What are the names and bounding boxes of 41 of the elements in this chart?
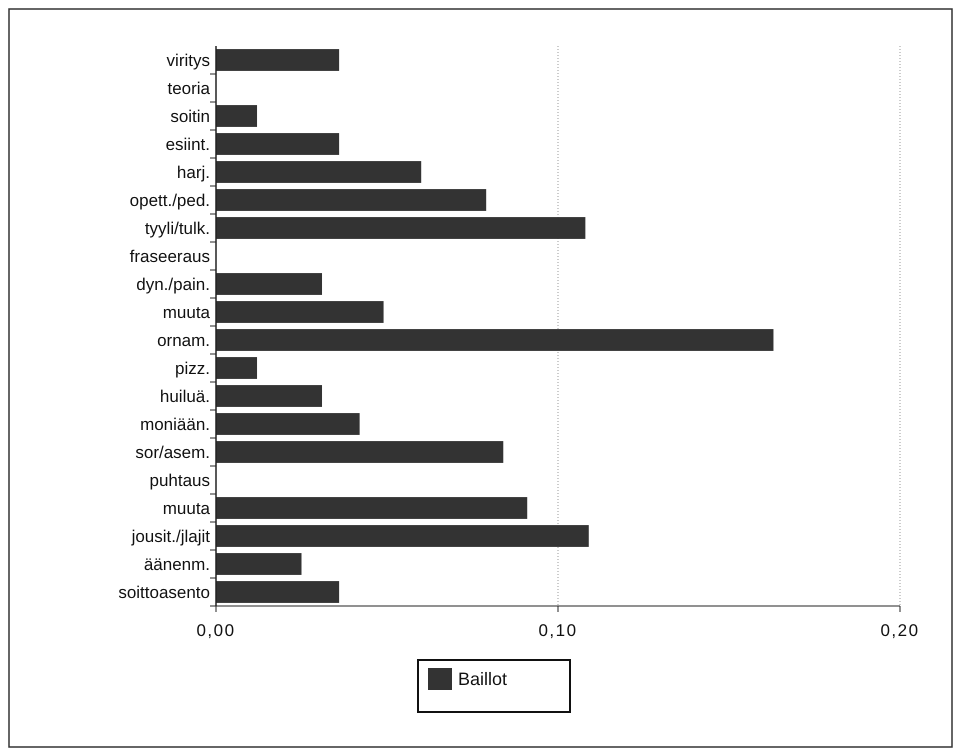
y-tick-label: harj.: [176, 162, 210, 182]
bar: [216, 49, 340, 71]
y-tick-label: muuta: [162, 498, 211, 518]
bar: [216, 553, 302, 575]
y-tick-label: moniään.: [140, 414, 210, 434]
y-tick-label: huiluä.: [160, 386, 210, 406]
bar: [216, 161, 422, 183]
y-tick-label: esiint.: [166, 134, 210, 154]
bar: [216, 497, 528, 519]
y-tick-label: soitin: [170, 106, 210, 126]
y-tick-label: ornam.: [157, 330, 210, 350]
y-tick-label: muuta: [162, 302, 211, 322]
bar: [216, 217, 586, 239]
bar: [216, 105, 258, 127]
bar: [216, 133, 340, 155]
y-tick-label: pizz.: [175, 358, 210, 378]
x-tick-label: 0,10: [538, 621, 578, 640]
y-tick-label: opett./ped.: [130, 190, 210, 210]
bar: [216, 581, 340, 603]
x-tick-label: 0,20: [880, 621, 920, 640]
bar: [216, 329, 774, 351]
bar: [216, 525, 589, 547]
bar: [216, 189, 486, 211]
bar: [216, 413, 360, 435]
x-tick-label: 0,00: [196, 621, 236, 640]
bar: [216, 385, 322, 407]
y-tick-label: fraseeraus: [130, 246, 210, 266]
legend-label: Baillot: [458, 669, 508, 689]
bar: [216, 357, 258, 379]
y-tick-label: tyyli/tulk.: [144, 218, 210, 238]
y-tick-label: teoria: [167, 78, 211, 98]
y-tick-label: sor/asem.: [135, 442, 210, 462]
bar: [216, 301, 384, 323]
y-tick-label: jousit./jlajit: [130, 526, 210, 546]
y-tick-label: viritys: [166, 50, 210, 70]
y-tick-label: soittoasento: [118, 582, 210, 602]
bar: [216, 273, 322, 295]
y-tick-label: puhtaus: [150, 470, 210, 490]
y-tick-label: dyn./pain.: [136, 274, 210, 294]
y-tick-label: äänenm.: [144, 554, 210, 574]
bar: [216, 441, 504, 463]
